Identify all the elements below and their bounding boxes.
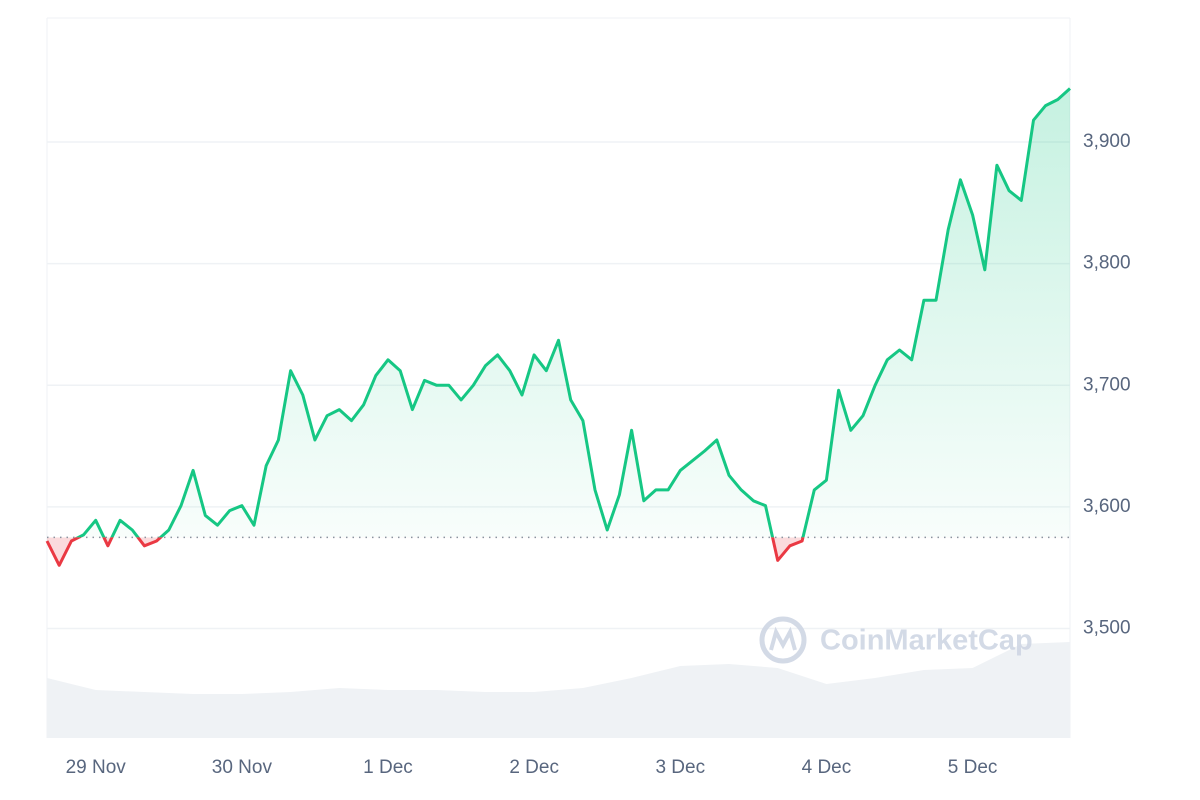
x-tick-label: 30 Nov	[212, 757, 273, 778]
y-tick-label: 3,700	[1083, 374, 1131, 395]
y-tick-label: 3,900	[1083, 131, 1131, 152]
x-tick-label: 2 Dec	[509, 757, 559, 778]
watermark-logo-mark	[769, 626, 797, 651]
area-up	[47, 88, 1070, 538]
x-tick-label: 3 Dec	[655, 757, 705, 778]
price-line-up	[75, 87, 1072, 538]
x-tick-label: 29 Nov	[66, 757, 127, 778]
x-tick-label: 5 Dec	[948, 757, 998, 778]
x-tick-label: 1 Dec	[363, 757, 413, 778]
watermark-text: CoinMarketCap	[820, 625, 1033, 657]
watermark: CoinMarketCap	[759, 616, 1033, 664]
y-tick-label: 3,500	[1083, 618, 1131, 639]
watermark-logo	[759, 616, 807, 664]
y-tick-label: 3,800	[1083, 253, 1131, 274]
x-tick-label: 4 Dec	[802, 757, 852, 778]
volume-area	[47, 642, 1070, 738]
y-tick-label: 3,600	[1083, 496, 1131, 517]
